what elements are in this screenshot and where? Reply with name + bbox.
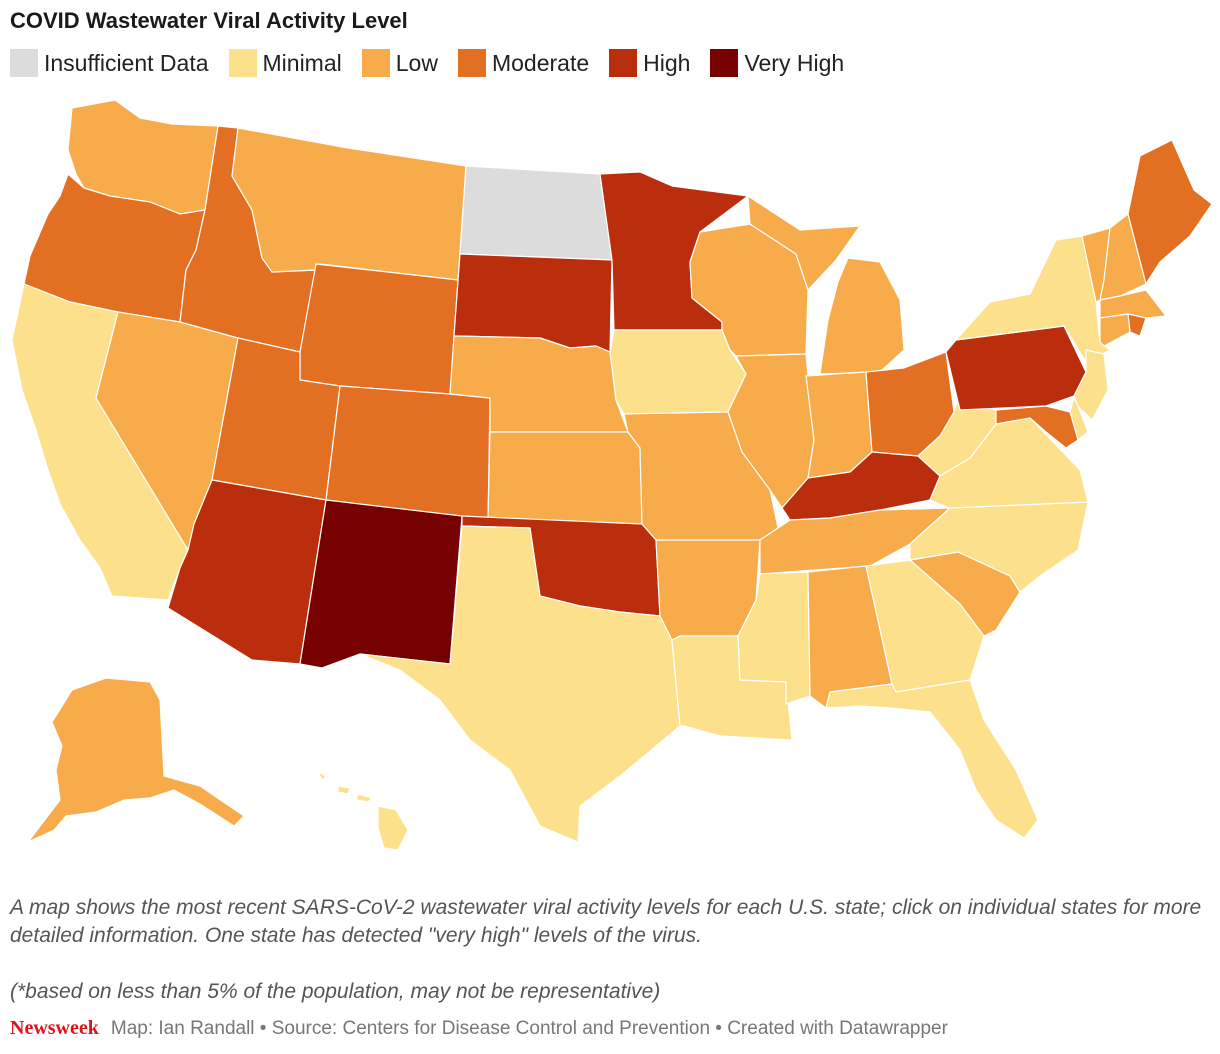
legend-item-very-high: Very High (710, 49, 844, 77)
legend-label: Insufficient Data (44, 49, 209, 76)
state-montana[interactable] (231, 127, 467, 281)
state-delaware[interactable] (1069, 397, 1089, 441)
legend-swatch (228, 49, 257, 77)
map-caption: A map shows the most recent SARS-CoV-2 w… (10, 896, 1202, 947)
state-new-mexico[interactable] (299, 499, 463, 669)
legend-swatch (710, 49, 739, 77)
state-new-jersey[interactable] (1073, 349, 1109, 421)
state-iowa[interactable] (609, 329, 747, 415)
chart-title: COVID Wastewater Viral Activity Level (10, 8, 408, 33)
legend-swatch (10, 49, 38, 77)
state-connecticut[interactable] (1099, 313, 1131, 347)
legend-item-minimal: Minimal (228, 49, 342, 77)
state-maryland[interactable] (995, 405, 1079, 449)
state-maine[interactable] (1127, 139, 1213, 285)
state-north-dakota[interactable] (459, 165, 613, 261)
state-texas[interactable] (359, 525, 681, 843)
legend-item-high: High (609, 49, 690, 77)
legend-label: High (643, 49, 691, 76)
legend-item-low: Low (361, 49, 438, 77)
legend-label: Low (395, 49, 438, 76)
state-louisiana[interactable] (671, 635, 793, 741)
state-wyoming[interactable] (299, 263, 459, 395)
state-hawaii[interactable] (317, 771, 409, 851)
legend-swatch (609, 49, 638, 77)
map-note: (*based on less than 5% of the populatio… (10, 980, 661, 1003)
state-alaska[interactable] (27, 677, 245, 843)
legend: Insufficient Data Minimal Low Moderate H… (10, 46, 864, 80)
state-kansas[interactable] (487, 431, 643, 525)
legend-item-insufficient-data: Insufficient Data (10, 49, 209, 77)
state-colorado[interactable] (325, 385, 491, 521)
newsweek-logo: Newsweek (10, 1017, 99, 1039)
footer: Newsweek Map: Ian Randall • Source: Cent… (10, 1017, 948, 1040)
legend-label: Very High (744, 49, 845, 76)
legend-label: Minimal (262, 49, 342, 76)
state-rhode-island[interactable] (1127, 313, 1147, 337)
legend-swatch (457, 49, 486, 77)
legend-item-moderate: Moderate (457, 49, 590, 77)
state-florida[interactable] (825, 679, 1039, 839)
us-map (0, 92, 1220, 892)
legend-label: Moderate (491, 49, 590, 76)
legend-swatch (361, 49, 390, 77)
source-credit: Map: Ian Randall • Source: Centers for D… (110, 1018, 948, 1039)
